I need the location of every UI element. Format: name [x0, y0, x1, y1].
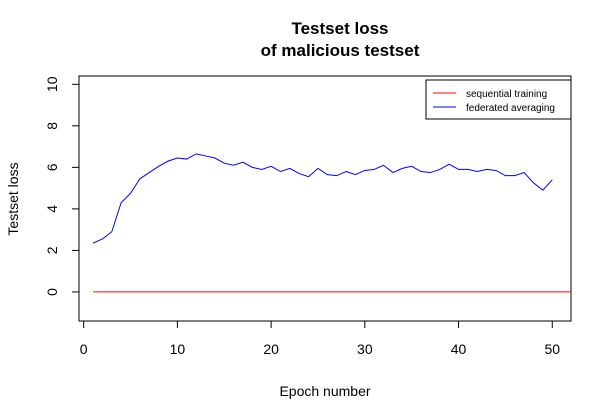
x-tick-label: 30: [357, 341, 373, 357]
series-layer: [92, 153, 571, 293]
x-tick-label: 50: [544, 341, 560, 357]
series-line-federated-averaging: [92, 153, 553, 244]
x-axis-label: Epoch number: [279, 383, 370, 399]
x-tick-label: 0: [80, 341, 88, 357]
y-axis-label: Testset loss: [5, 162, 21, 235]
y-tick-label: 8: [44, 122, 60, 130]
y-tick-label: 6: [44, 163, 60, 171]
y-tick-label: 4: [44, 205, 60, 213]
legend: sequential training federated averaging: [425, 79, 572, 120]
chart-title-line-1: Testset loss: [291, 19, 388, 38]
legend-label-sequential-training: sequential training: [466, 89, 547, 100]
legend-label-federated-averaging: federated averaging: [466, 103, 555, 114]
x-tick-label: 20: [263, 341, 279, 357]
y-tick-label: 10: [44, 76, 60, 92]
y-tick-label: 2: [44, 246, 60, 254]
x-tick-label: 40: [451, 341, 467, 357]
y-tick-label: 0: [44, 288, 60, 296]
y-axis: 0 2 4 6 8 10: [44, 76, 80, 296]
x-tick-label: 10: [170, 341, 186, 357]
legend-box: [425, 79, 572, 120]
chart-title-line-2: of malicious testset: [261, 41, 420, 60]
x-axis: 0 10 20 30 40 50: [80, 320, 560, 357]
